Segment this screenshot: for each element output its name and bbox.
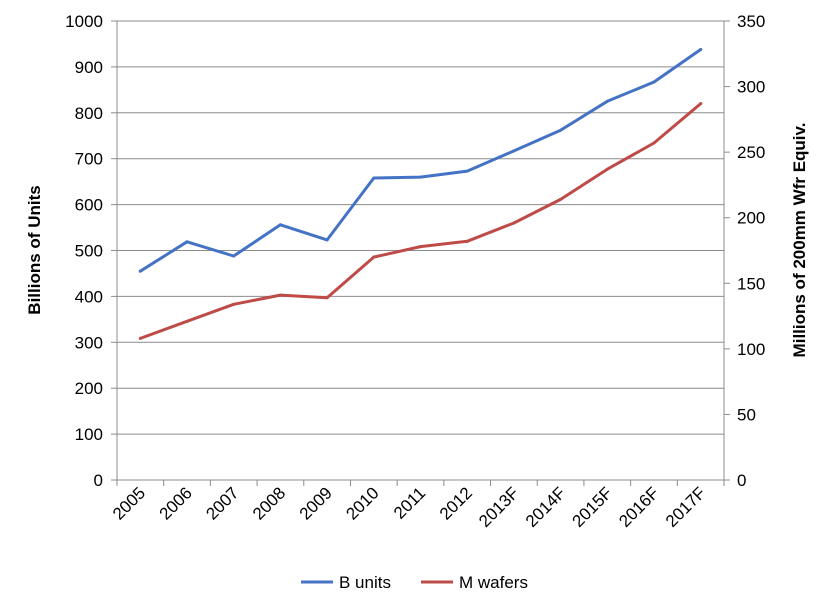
x-tick-label: 2015F <box>569 483 617 531</box>
data-point <box>512 149 516 153</box>
legend-label: M wafers <box>459 573 528 592</box>
legend: B units M wafers <box>301 573 528 592</box>
data-point <box>652 141 656 145</box>
x-tick-label: 2009 <box>296 483 336 523</box>
data-point <box>372 176 376 180</box>
data-point <box>605 167 609 171</box>
y-tick-label-right: 250 <box>737 143 765 162</box>
x-tick-label: 2010 <box>342 483 382 523</box>
x-tick-label: 2013F <box>475 483 523 531</box>
y-tick-label-left: 300 <box>75 333 103 352</box>
y-tick-label-left: 600 <box>75 196 103 215</box>
x-tick-label: 2017F <box>662 483 710 531</box>
data-point <box>419 175 422 179</box>
tick-labels: 0 100 200 300 400 500 600 700 800 900 1000 0 50 100 15… <box>65 12 765 531</box>
y-tick-label-left: 1000 <box>65 12 103 31</box>
y-tick-label-left: 200 <box>75 379 103 398</box>
data-point <box>465 239 469 243</box>
y-tick-label-right: 50 <box>737 405 756 424</box>
x-tick-label: 2007 <box>202 483 242 523</box>
x-tick-label: 2006 <box>156 483 196 523</box>
data-point <box>278 223 282 227</box>
y-axis-title-left: Billions of Units <box>25 185 44 314</box>
data-point <box>325 238 329 242</box>
series-line-b-units <box>138 48 703 273</box>
y-tick-label-right: 100 <box>737 340 765 359</box>
data-point <box>699 47 703 51</box>
data-point <box>605 99 609 103</box>
y-tick-label-left: 0 <box>94 471 103 490</box>
data-point <box>138 269 142 273</box>
data-point <box>699 102 703 106</box>
y-tick-label-left: 100 <box>75 425 103 444</box>
x-tick-label: 2012 <box>436 483 476 523</box>
y-tick-label-left: 400 <box>75 287 103 306</box>
x-tick-label: 2014F <box>522 483 570 531</box>
y-axis-title-right: Millions of 200mm Wfr Equiv. <box>790 123 809 358</box>
data-point <box>325 296 329 300</box>
y-tick-label-right: 300 <box>737 78 765 97</box>
data-point <box>138 336 142 340</box>
x-tick-label: 2008 <box>249 483 289 523</box>
y-tick-label-right: 150 <box>737 274 765 293</box>
y-tick-label-right: 350 <box>737 12 765 31</box>
x-tick-label: 2016F <box>615 483 663 531</box>
data-point <box>185 319 189 323</box>
axes <box>111 20 730 486</box>
data-point <box>232 302 236 306</box>
y-tick-label-right: 0 <box>737 471 746 490</box>
data-point <box>559 197 563 201</box>
data-point <box>232 254 236 258</box>
data-point <box>512 221 516 225</box>
series-line-m-wafers <box>138 102 703 340</box>
data-point <box>372 255 376 259</box>
y-tick-label-left: 900 <box>75 58 103 77</box>
x-tick-label: 2005 <box>109 483 149 523</box>
y-tick-label-left: 800 <box>75 104 103 123</box>
legend-label: B units <box>339 573 391 592</box>
data-point <box>185 240 189 244</box>
data-point <box>559 128 563 132</box>
data-point <box>652 80 656 84</box>
y-tick-label-right: 200 <box>737 209 765 228</box>
data-point <box>419 245 422 249</box>
data-point <box>465 169 469 173</box>
x-tick-label: 2011 <box>390 483 429 522</box>
series-lines <box>138 47 703 340</box>
y-tick-label-left: 500 <box>75 242 103 261</box>
data-point <box>278 293 282 297</box>
y-tick-label-left: 700 <box>75 150 103 169</box>
